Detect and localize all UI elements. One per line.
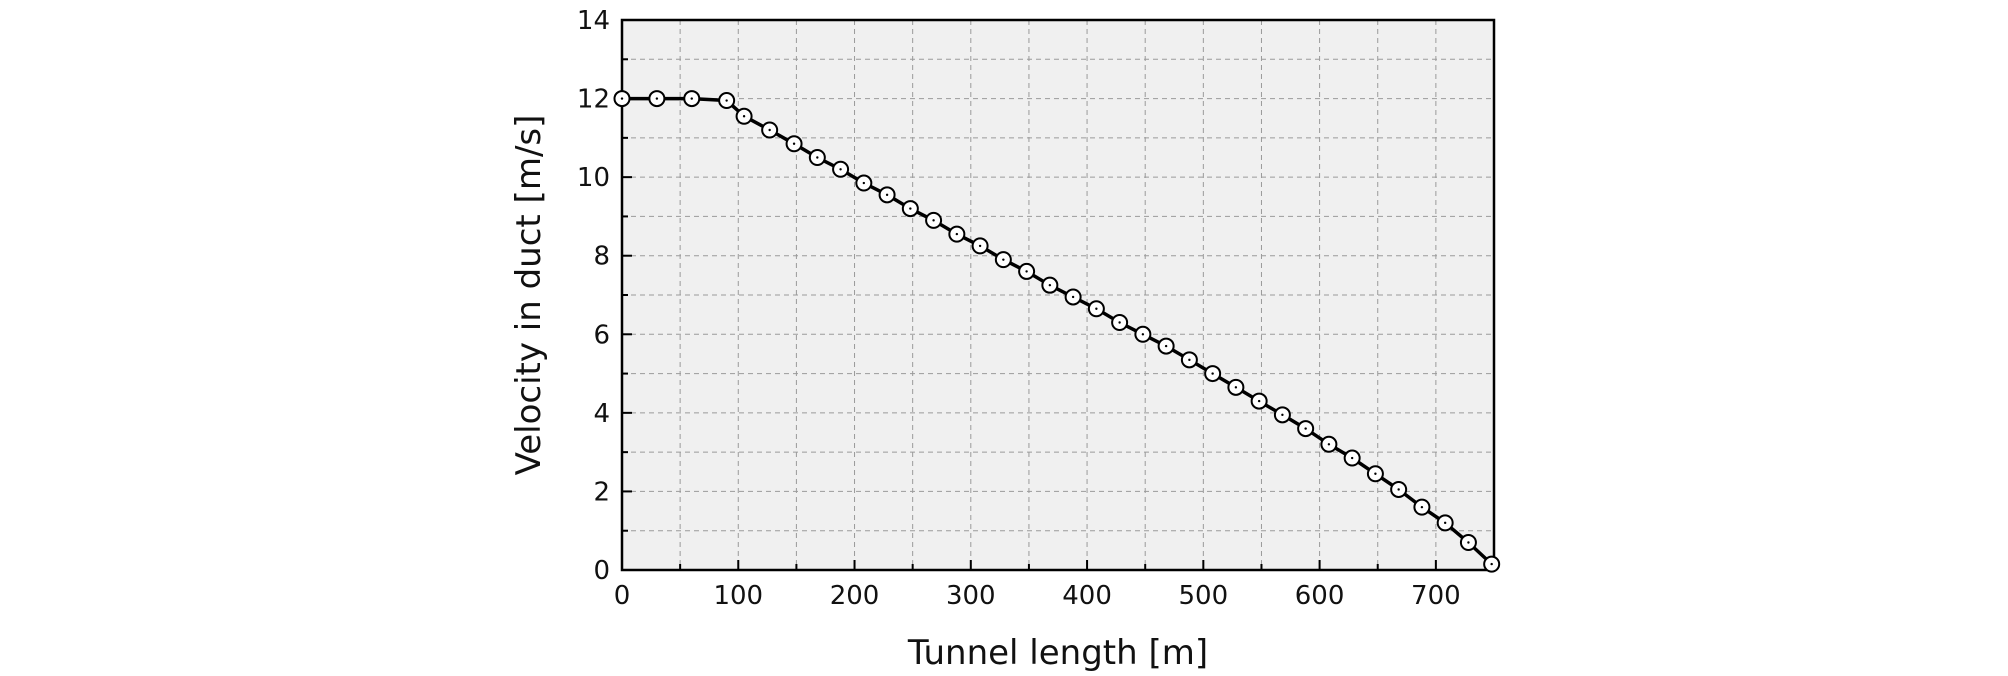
data-point-center	[1490, 562, 1493, 566]
data-point-center	[1374, 472, 1377, 475]
data-point-center	[620, 97, 624, 100]
y-tick-label: 0	[593, 556, 610, 586]
x-tick-label: 600	[1295, 581, 1345, 611]
data-point-center	[742, 115, 746, 118]
data-point-center	[792, 142, 796, 145]
data-point-center	[1443, 521, 1447, 525]
data-point-center	[1071, 295, 1075, 299]
y-tick-label: 2	[593, 477, 610, 507]
data-point-center	[655, 97, 659, 100]
data-point-center	[1164, 344, 1168, 348]
data-point-center	[1304, 427, 1307, 430]
data-point-center	[1397, 488, 1400, 491]
x-tick-label: 500	[1179, 581, 1229, 611]
series-velocity	[613, 90, 1501, 573]
data-point-center	[839, 168, 842, 171]
y-tick-label: 10	[577, 163, 610, 193]
y-tick-label: 4	[593, 399, 610, 429]
x-tick-label: 0	[614, 581, 631, 611]
data-point-center	[725, 99, 728, 102]
data-point-center	[1327, 443, 1331, 446]
data-point-center	[1188, 358, 1191, 362]
data-point-center	[909, 207, 912, 210]
axes: 0 100 200 300 400 500 600 700 0 2 4 6 8 10 12 14	[577, 6, 1496, 611]
data-point-center	[1234, 386, 1238, 389]
y-tick-label: 8	[593, 242, 610, 272]
data-point-center	[1281, 413, 1284, 417]
y-axis-title: Velocity in duct [m/s]	[509, 115, 549, 476]
data-point-center	[1257, 399, 1261, 403]
data-point-center	[1211, 372, 1214, 375]
data-point-center	[690, 97, 693, 100]
data-point-center	[1141, 333, 1145, 336]
data-point-center	[885, 193, 889, 197]
data-point-center	[1048, 283, 1052, 287]
data-point-center	[1118, 321, 1121, 324]
data-point-center	[932, 219, 935, 222]
grid	[622, 20, 1494, 570]
x-tick-label: 100	[713, 581, 763, 611]
y-tick-label: 12	[577, 85, 610, 115]
y-tick-label: 14	[577, 6, 610, 36]
data-point-center	[955, 232, 959, 236]
data-point-center	[978, 244, 982, 248]
x-tick-label: 700	[1411, 581, 1461, 611]
data-point-center	[862, 181, 866, 185]
data-point-center	[1095, 307, 1098, 310]
x-tick-label: 200	[830, 581, 880, 611]
data-point-center	[816, 156, 819, 159]
data-point-center	[1350, 456, 1354, 460]
x-tick-label: 400	[1062, 581, 1112, 611]
data-point-center	[768, 128, 771, 132]
x-tick-label: 300	[946, 581, 996, 611]
data-point-center	[1025, 270, 1028, 273]
y-tick-label: 6	[593, 320, 610, 350]
data-point-center	[1467, 541, 1470, 544]
x-axis-title: Tunnel length [m]	[907, 633, 1208, 673]
data-point-center	[1420, 505, 1424, 509]
data-point-center	[1002, 258, 1005, 261]
